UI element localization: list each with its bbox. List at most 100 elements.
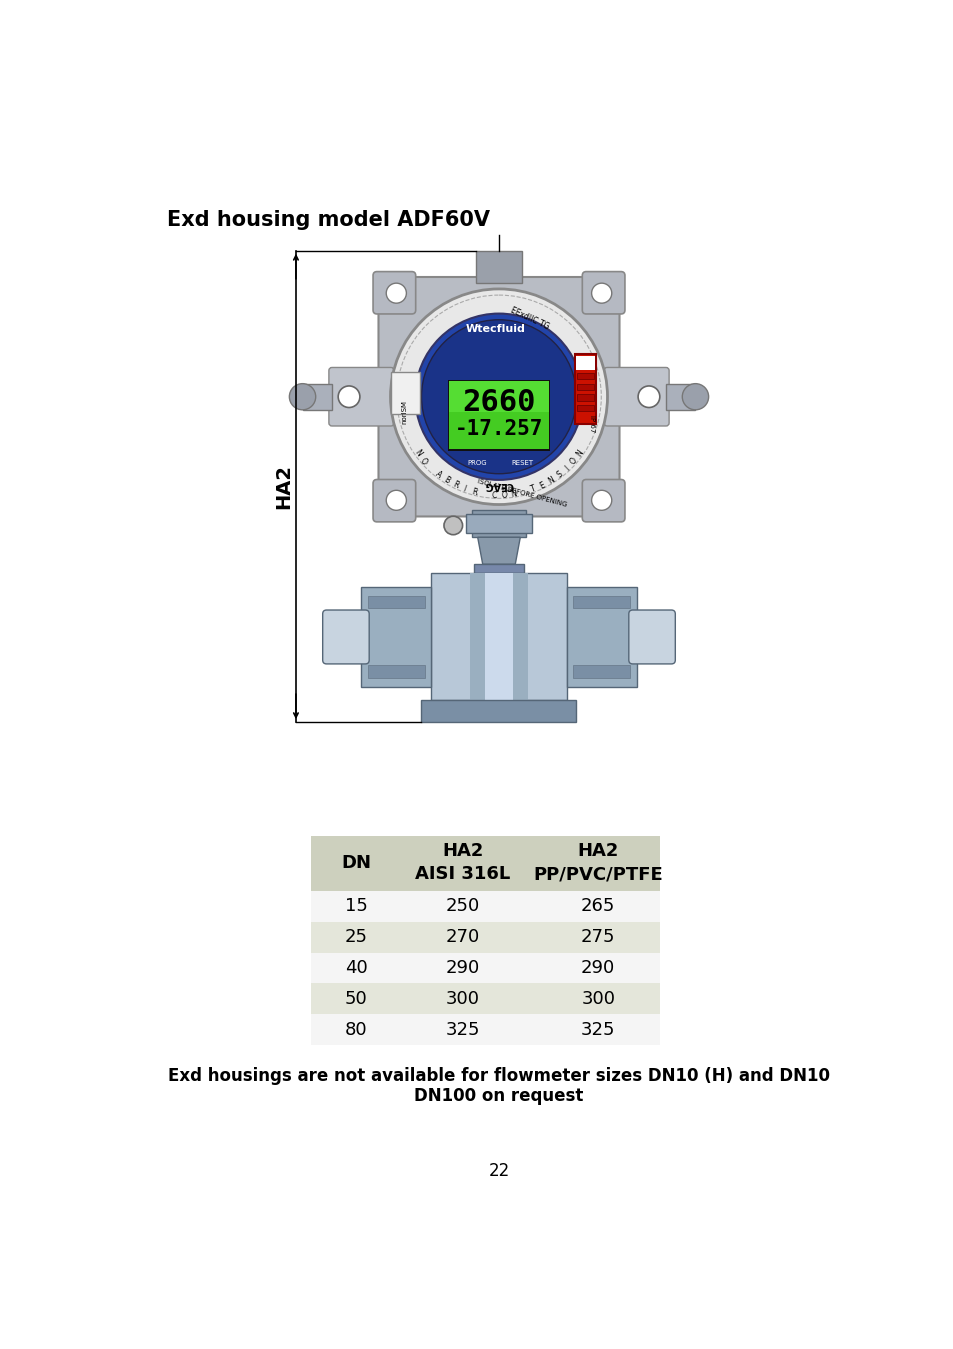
Bar [465, 514, 532, 533]
Bar [311, 983, 659, 1014]
Text: A: A [434, 469, 443, 480]
Text: C: C [491, 491, 497, 499]
Text: 50: 50 [345, 990, 368, 1008]
Bar [476, 251, 521, 283]
Text: DN: DN [341, 854, 371, 873]
Bar [311, 952, 659, 983]
Text: B: B [441, 475, 451, 486]
FancyBboxPatch shape [628, 610, 675, 664]
Text: 290: 290 [580, 959, 615, 977]
Circle shape [591, 283, 611, 304]
Bar [577, 405, 594, 411]
Bar [577, 394, 594, 401]
Bar [311, 921, 659, 952]
Text: HA2: HA2 [274, 464, 293, 509]
FancyBboxPatch shape [603, 367, 668, 426]
Text: S: S [555, 469, 563, 480]
Text: -17.257: -17.257 [455, 420, 542, 438]
Text: I: I [461, 484, 467, 494]
FancyBboxPatch shape [373, 271, 416, 314]
Text: E: E [537, 480, 546, 490]
Text: R: R [451, 480, 459, 491]
FancyBboxPatch shape [581, 271, 624, 314]
Text: 2660: 2660 [462, 389, 536, 417]
Circle shape [289, 383, 315, 410]
Circle shape [337, 386, 359, 407]
Bar [449, 382, 548, 449]
Text: DN100 on request: DN100 on request [414, 1087, 583, 1105]
Text: N: N [510, 490, 517, 499]
Bar [449, 382, 548, 411]
Text: Exd housing model ADF60V: Exd housing model ADF60V [167, 209, 490, 229]
Polygon shape [477, 537, 519, 564]
FancyBboxPatch shape [581, 479, 624, 522]
Bar [577, 383, 594, 390]
Text: N: N [546, 475, 556, 486]
Text: 80: 80 [345, 1021, 367, 1039]
Bar [367, 665, 424, 677]
Text: 275: 275 [580, 928, 615, 946]
Text: PP/PVC/PTFE: PP/PVC/PTFE [533, 865, 662, 884]
Circle shape [386, 283, 406, 304]
Text: 250: 250 [445, 897, 479, 916]
Circle shape [415, 313, 582, 480]
Text: 22: 22 [488, 1161, 509, 1179]
Circle shape [681, 383, 708, 410]
Bar [447, 380, 550, 451]
Text: HA2: HA2 [577, 842, 618, 861]
Text: AISI 316L: AISI 316L [415, 865, 510, 884]
Text: R: R [470, 487, 477, 498]
Text: 325: 325 [445, 1021, 479, 1039]
Text: HA2: HA2 [441, 842, 483, 861]
Text: 325: 325 [580, 1021, 615, 1039]
Text: 270: 270 [445, 928, 479, 946]
Text: 290: 290 [445, 959, 479, 977]
Text: Exd housings are not available for flowmeter sizes DN10 (H) and DN10: Exd housings are not available for flowm… [168, 1067, 829, 1085]
Text: PROG: PROG [467, 460, 487, 465]
Text: 265: 265 [580, 897, 615, 916]
Text: Wtecfluid: Wtecfluid [465, 324, 524, 335]
Text: IP 67: IP 67 [588, 415, 595, 433]
Bar [311, 1014, 659, 1045]
Circle shape [386, 490, 406, 510]
FancyBboxPatch shape [329, 367, 394, 426]
Bar [573, 665, 630, 677]
Bar [484, 573, 513, 700]
Text: ISOLATE BEFORE OPENING: ISOLATE BEFORE OPENING [476, 478, 567, 507]
Text: 15: 15 [345, 897, 368, 916]
Text: EExdIIC TG: EExdIIC TG [509, 305, 550, 331]
FancyBboxPatch shape [322, 610, 369, 664]
Text: norISM: norISM [401, 401, 407, 424]
Bar [311, 892, 659, 921]
Text: RESET: RESET [511, 460, 533, 465]
Bar [391, 372, 420, 414]
Bar [573, 596, 630, 608]
Bar [469, 573, 528, 700]
Bar [665, 383, 695, 410]
Circle shape [591, 490, 611, 510]
Text: O: O [568, 456, 578, 467]
Bar [576, 356, 594, 370]
Text: CEAG: CEAG [484, 480, 513, 490]
Text: N: N [412, 448, 422, 459]
Circle shape [421, 320, 576, 473]
FancyBboxPatch shape [378, 277, 618, 517]
Bar [474, 564, 523, 573]
Text: O: O [418, 456, 429, 467]
Bar [311, 835, 659, 892]
Bar [367, 596, 424, 608]
Text: 300: 300 [445, 990, 479, 1008]
Circle shape [390, 289, 607, 505]
Bar [361, 587, 431, 687]
Bar [431, 573, 566, 700]
Bar [574, 355, 596, 424]
Text: I: I [562, 464, 571, 472]
Text: 40: 40 [345, 959, 368, 977]
Text: T: T [529, 484, 537, 494]
Text: O: O [500, 491, 507, 500]
Text: N: N [575, 448, 585, 459]
Text: 25: 25 [345, 928, 368, 946]
Bar [421, 700, 576, 722]
Bar [302, 383, 332, 410]
Bar [577, 372, 594, 379]
